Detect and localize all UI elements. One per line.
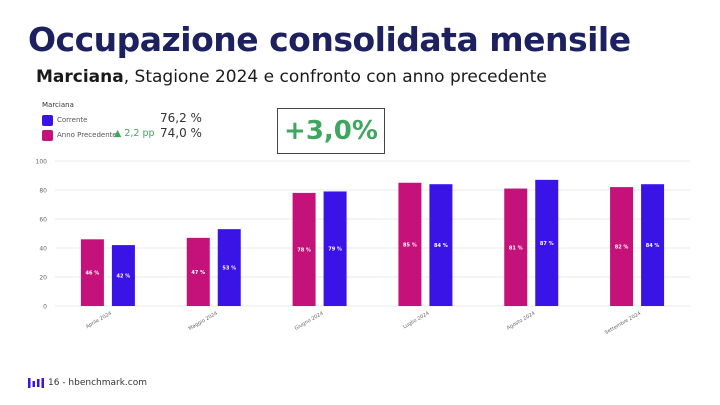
bar [535, 179, 559, 306]
bar [429, 184, 453, 306]
subtitle-location: Marciana [36, 67, 124, 87]
y-tick-label: 80 [39, 188, 47, 195]
slide-subtitle: Marciana, Stagione 2024 e confronto con … [36, 67, 547, 87]
legend-delta: ▲ 2,2 pp [114, 128, 155, 139]
y-tick-label: 60 [39, 217, 47, 224]
highlight-variation-box: +3,0% [277, 108, 385, 154]
data-label: 84 % [434, 243, 448, 249]
bar [186, 237, 210, 306]
hbenchmark-logo-icon [28, 378, 44, 388]
data-label: 87 % [540, 241, 554, 247]
data-label: 53 % [222, 266, 236, 272]
y-tick-label: 0 [43, 304, 47, 311]
bar [610, 187, 634, 306]
data-label: 82 % [615, 245, 629, 251]
bar [217, 229, 241, 306]
data-label: 46 % [86, 271, 100, 277]
subtitle-description: , Stagione 2024 e confronto con anno pre… [123, 67, 547, 87]
legend-value-current: 76,2 % [160, 111, 202, 125]
x-tick-label: Maggio 2024 [188, 311, 219, 332]
data-label: 81 % [509, 245, 523, 251]
legend-swatch-previous [42, 130, 53, 141]
x-tick-label: Settembre 2024 [604, 311, 642, 337]
legend-value-previous: 74,0 % [160, 126, 202, 140]
bar [323, 191, 347, 306]
data-label: 42 % [117, 274, 131, 280]
bar [641, 184, 665, 306]
data-label: 47 % [191, 270, 205, 276]
bar [80, 239, 104, 306]
bar [292, 192, 316, 306]
x-tick-label: Luglio 2024 [402, 311, 430, 331]
data-label: 85 % [403, 242, 417, 248]
x-tick-label: Agosto 2024 [506, 311, 536, 332]
y-tick-label: 40 [39, 246, 47, 253]
data-label: 79 % [328, 247, 342, 253]
bar [111, 245, 135, 306]
data-label: 84 % [646, 243, 660, 249]
legend-title: Marciana [42, 101, 74, 109]
legend-label-previous: Anno Precedente [57, 131, 117, 139]
y-tick-label: 20 [39, 275, 47, 282]
data-label: 78 % [297, 247, 311, 253]
bar-chart: 0 20 40 60 80 100 46 % 42 % Aprile 2024 47 % 53 % M… [36, 159, 690, 337]
y-tick-label: 100 [36, 159, 48, 166]
bar [398, 182, 422, 306]
bar [504, 188, 528, 306]
x-tick-label: Giugno 2024 [294, 311, 325, 332]
slide-title: Occupazione consolidata mensile [28, 20, 631, 59]
legend-swatch-current [42, 115, 53, 126]
x-tick-label: Aprile 2024 [85, 311, 113, 331]
legend-label-current: Corrente [57, 116, 88, 124]
footer-text: 16 - hbenchmark.com [48, 378, 148, 388]
